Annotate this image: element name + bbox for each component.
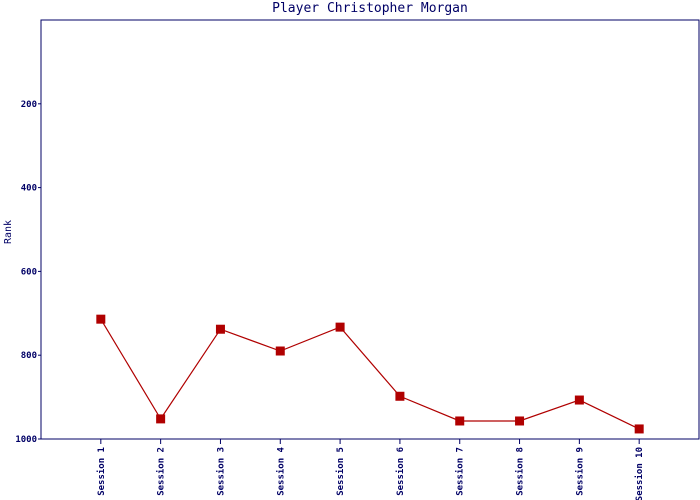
x-tick-label: Session 8	[515, 447, 526, 496]
data-point	[395, 391, 405, 401]
y-tick-label: 600	[21, 267, 37, 277]
y-tick-label: 1000	[15, 435, 37, 445]
data-point	[215, 324, 225, 334]
data-point	[634, 424, 644, 434]
data-point	[275, 346, 285, 356]
x-tick-label: Session 3	[215, 447, 226, 496]
x-tick-label: Session 7	[455, 447, 466, 496]
data-point	[515, 416, 525, 426]
data-point	[96, 314, 106, 324]
data-point	[335, 322, 345, 332]
data-point	[574, 395, 584, 405]
data-point	[455, 416, 465, 426]
y-tick-label: 800	[21, 351, 37, 361]
plot-frame	[40, 19, 700, 440]
x-tick-label: Session 1	[96, 447, 107, 496]
x-tick-label: Session 10	[634, 447, 645, 500]
x-tick-label: Session 2	[156, 447, 167, 496]
x-tick-label: Session 4	[275, 446, 286, 495]
data-point	[156, 414, 166, 424]
x-tick-label: Session 9	[574, 447, 585, 496]
x-tick-label: Session 6	[395, 447, 406, 496]
chart-title: Player Christopher Morgan	[272, 1, 468, 16]
y-axis-label: Rank	[3, 220, 14, 244]
x-tick-label: Session 5	[335, 447, 346, 496]
data-line	[100, 318, 640, 430]
y-tick-label: 400	[21, 184, 37, 194]
y-tick-label: 200	[21, 100, 37, 110]
